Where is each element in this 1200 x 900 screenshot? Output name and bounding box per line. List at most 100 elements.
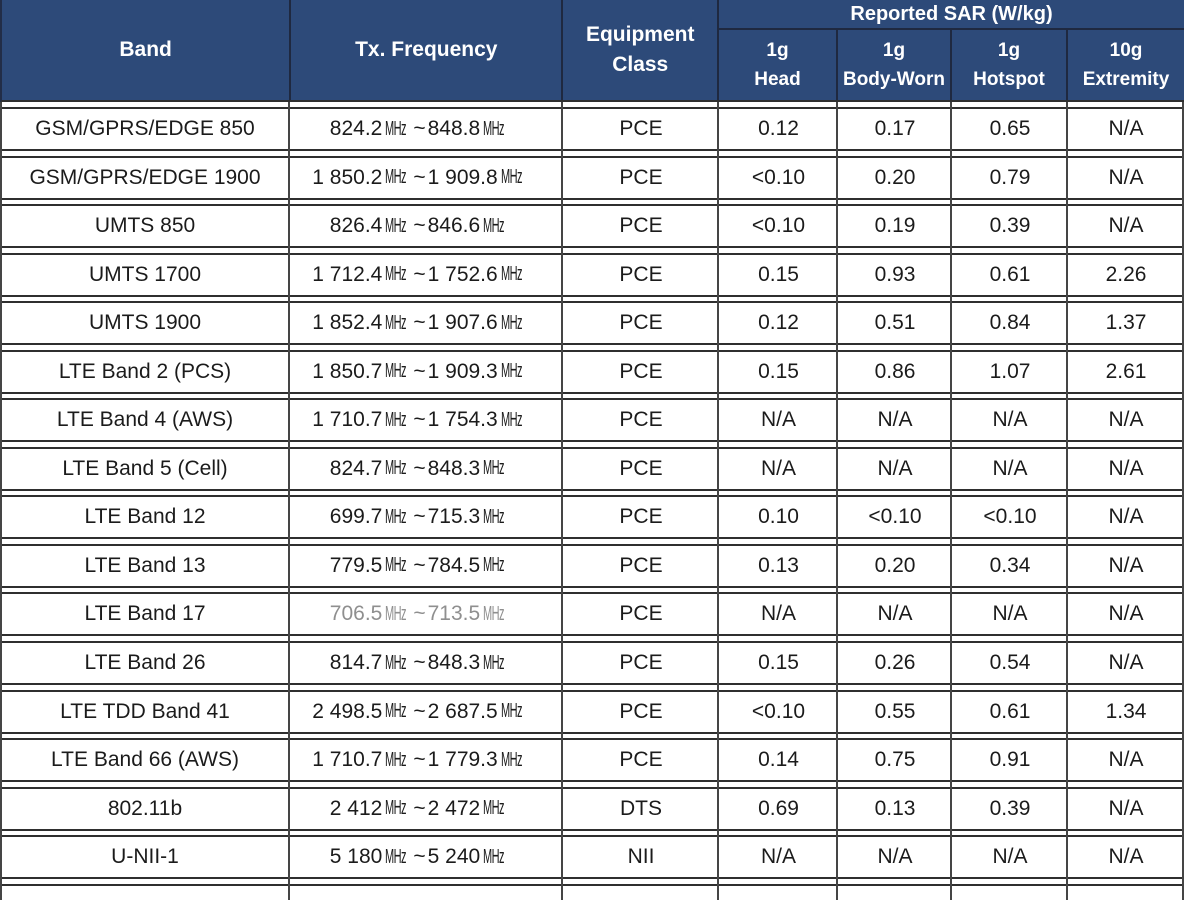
table-row: LTE Band 13 779.5 MHz ~784.5 MHz PCE 0.13 0… <box>0 543 1184 588</box>
sar-hotspot-value: 0.61 <box>989 262 1031 286</box>
header-band-label: Band <box>119 38 172 61</box>
sar-head-value: <0.10 <box>751 165 806 189</box>
frequency-low-value: 1 852.4 <box>312 311 383 335</box>
frequency-low-value: 5 180 <box>329 845 383 869</box>
sar-hotspot-cell: N/A <box>952 594 1068 634</box>
equipment-class-cell: PCE <box>563 594 719 634</box>
band-label: LTE Band 12 <box>84 505 206 529</box>
frequency-low-unit: MHz <box>385 748 407 771</box>
equipment-class-value: DTS <box>620 796 662 820</box>
sar-subcolumn-line1: 10g <box>1109 40 1143 61</box>
table-row: UMTS 1900 1 852.4 MHz ~1 907.6 MHz PCE 0.12… <box>0 301 1184 346</box>
sar-subcolumn-header: 10g Extremity <box>1068 30 1184 100</box>
frequency-high-unit: MHz <box>483 797 505 820</box>
frequency-separator: ~ <box>413 553 426 577</box>
sar-extremity-value: 1.37 <box>1105 311 1147 335</box>
frequency-high-unit: MHz <box>483 845 505 868</box>
sar-head-value: N/A <box>760 456 796 480</box>
frequency-high-unit: MHz <box>483 651 505 674</box>
table-header: Band Tx. Frequency Equipment Class Repor… <box>0 0 1184 102</box>
frequency-separator: ~ <box>413 845 426 869</box>
sar-extremity-value: 2.26 <box>1105 262 1147 286</box>
band-label: LTE Band 26 <box>84 651 206 675</box>
table-row: LTE Band 5 (Cell) 824.7 MHz ~848.3 MHz PCE … <box>0 446 1184 491</box>
sar-subcolumn-line2: Extremity <box>1082 69 1170 90</box>
frequency-low-value: 699.7 <box>329 505 383 529</box>
band-cell: LTE Band 17 <box>0 594 290 634</box>
sar-extremity-cell: 1.37 <box>1068 303 1184 343</box>
frequency-high-value: 715.3 <box>427 505 481 529</box>
sar-hotspot-cell: N/A <box>952 837 1068 877</box>
frequency-high-unit: MHz <box>500 166 523 189</box>
sar-body-worn-cell: 0.26 <box>838 643 952 683</box>
frequency-low-value: 1 712.4 <box>312 262 383 286</box>
column-grid-line <box>1182 102 1184 900</box>
frequency-high-unit: MHz <box>500 311 523 334</box>
frequency-low-unit: MHz <box>385 700 407 723</box>
frequency-low-unit: MHz <box>385 214 407 237</box>
frequency-low-unit: MHz <box>385 360 407 383</box>
table-row: LTE Band 12 699.7 MHz ~715.3 MHz PCE 0.10 <… <box>0 495 1184 540</box>
frequency-low-value: 824.2 <box>329 117 383 140</box>
sar-body-worn-cell: 0.13 <box>838 789 952 829</box>
sar-head-value: 0.13 <box>758 553 799 577</box>
sar-head-cell: 0.13 <box>719 546 838 586</box>
frequency-low-unit: MHz <box>385 117 407 140</box>
sar-extremity-cell: N/A <box>1068 643 1184 683</box>
sar-hotspot-value: 0.54 <box>989 651 1031 675</box>
equipment-class-value: PCE <box>619 553 663 577</box>
frequency-high-unit: MHz <box>483 457 505 480</box>
sar-extremity-cell: N/A <box>1068 594 1184 634</box>
frequency-high-value: 1 779.3 <box>427 748 498 772</box>
frequency-low-unit: MHz <box>385 408 407 431</box>
sar-hotspot-value: 0.39 <box>989 796 1031 820</box>
sar-body-worn-cell: N/A <box>838 594 952 634</box>
sar-extremity-cell: N/A <box>1068 497 1184 537</box>
sar-hotspot-value: 0.65 <box>989 117 1031 140</box>
sar-body-worn-cell: N/A <box>838 400 952 440</box>
sar-head-cell: 0.12 <box>719 109 838 149</box>
sar-body-worn-cell: 0.55 <box>838 692 952 732</box>
sar-hotspot-cell: 0.65 <box>952 109 1068 149</box>
table-row: 802.11b 2 412 MHz ~2 472 MHz DTS 0.69 0.13 … <box>0 786 1184 831</box>
equipment-class-value: PCE <box>619 214 663 238</box>
frequency-low-value: 2 412 <box>329 796 383 820</box>
sar-body-worn-value: <0.10 <box>868 505 922 529</box>
sar-body-worn-cell: 0.19 <box>838 206 952 246</box>
band-label: UMTS 1700 <box>88 262 202 286</box>
sar-hotspot-cell: 0.39 <box>952 789 1068 829</box>
sar-head-cell: 0.12 <box>719 303 838 343</box>
frequency-cell: 824.7 MHz ~848.3 MHz <box>290 449 563 489</box>
sar-extremity-value: N/A <box>1108 651 1144 675</box>
header-reported-sar: Reported SAR (W/kg) <box>719 0 1184 30</box>
sar-head-cell: N/A <box>719 594 838 634</box>
sar-head-value: 0.14 <box>758 748 799 772</box>
equipment-class-cell: PCE <box>563 255 719 295</box>
band-cell: U-NII-1 <box>0 837 290 877</box>
sar-hotspot-cell: 0.39 <box>952 206 1068 246</box>
frequency-low-unit: MHz <box>385 263 407 286</box>
sar-hotspot-cell: 0.34 <box>952 546 1068 586</box>
sar-extremity-value: N/A <box>1108 165 1144 189</box>
sar-subheader-row: 1g Head 1g Body-Worn 1g Hotspot 10g Extr… <box>719 30 1184 100</box>
frequency-low-unit: MHz <box>385 797 407 820</box>
frequency-high-unit: MHz <box>483 214 505 237</box>
frequency-high-value: 1 754.3 <box>427 408 498 432</box>
sar-extremity-value: N/A <box>1108 748 1144 772</box>
sar-extremity-value: N/A <box>1108 796 1144 820</box>
sar-extremity-value: N/A <box>1108 602 1144 626</box>
sar-head-cell: <0.10 <box>719 158 838 198</box>
sar-extremity-value: N/A <box>1108 553 1144 577</box>
equipment-class-value: PCE <box>619 311 663 335</box>
sar-body-worn-cell: N/A <box>838 837 952 877</box>
frequency-cell: 1 850.7 MHz ~1 909.3 MHz <box>290 352 563 392</box>
band-label: 802.11b <box>107 796 183 820</box>
frequency-separator: ~ <box>413 796 426 820</box>
frequency-cell: 5 180 MHz ~5 240 MHz <box>290 837 563 877</box>
sar-hotspot-cell: 0.84 <box>952 303 1068 343</box>
sar-head-value: N/A <box>760 408 796 432</box>
sar-body-worn-value: 0.20 <box>874 553 916 577</box>
sar-extremity-cell: N/A <box>1068 740 1184 780</box>
header-reported-sar-group: Reported SAR (W/kg) 1g Head 1g Body-Worn… <box>719 0 1184 100</box>
